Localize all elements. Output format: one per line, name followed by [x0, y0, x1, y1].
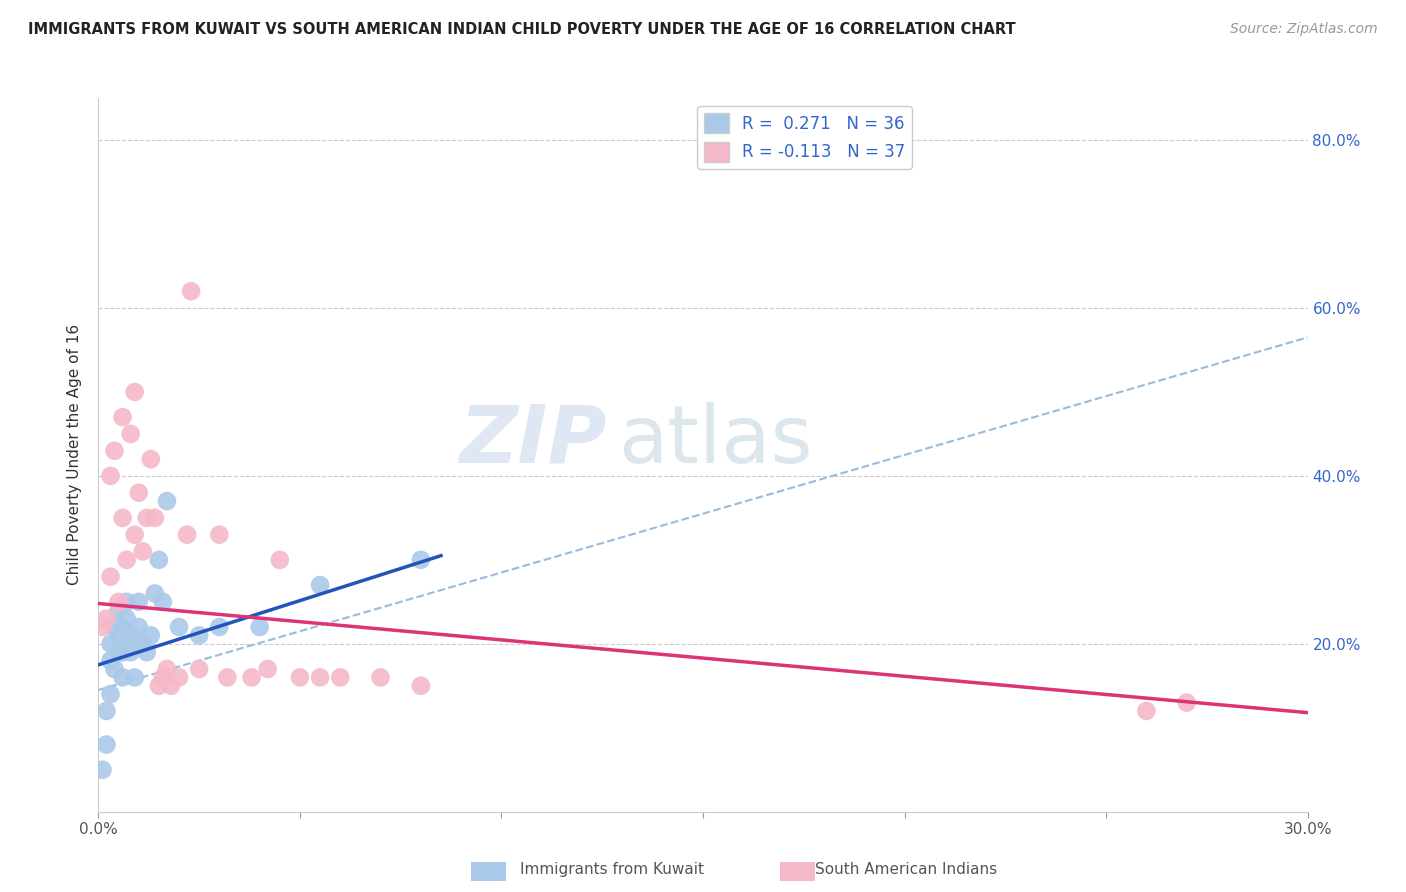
Point — [409, 679, 432, 693]
Point — [269, 553, 291, 567]
Point — [249, 620, 271, 634]
Point — [107, 628, 129, 642]
Point — [156, 662, 179, 676]
Point — [120, 645, 142, 659]
Point — [103, 443, 125, 458]
Point — [96, 738, 118, 752]
Point — [111, 645, 134, 659]
Point — [139, 628, 162, 642]
Point — [91, 620, 114, 634]
Point — [111, 511, 134, 525]
Text: IMMIGRANTS FROM KUWAIT VS SOUTH AMERICAN INDIAN CHILD POVERTY UNDER THE AGE OF 1: IMMIGRANTS FROM KUWAIT VS SOUTH AMERICAN… — [28, 22, 1015, 37]
Point — [107, 603, 129, 617]
Point — [103, 620, 125, 634]
Point — [96, 704, 118, 718]
Point — [135, 511, 157, 525]
Point — [208, 620, 231, 634]
Point — [96, 612, 118, 626]
Point — [309, 670, 332, 684]
Text: ZIP: ZIP — [458, 401, 606, 480]
Point — [120, 628, 142, 642]
Point — [409, 553, 432, 567]
Point — [103, 662, 125, 676]
Point — [100, 687, 122, 701]
Text: Source: ZipAtlas.com: Source: ZipAtlas.com — [1230, 22, 1378, 37]
Point — [139, 452, 162, 467]
Y-axis label: Child Poverty Under the Age of 16: Child Poverty Under the Age of 16 — [67, 325, 83, 585]
Point — [167, 670, 190, 684]
Point — [143, 511, 166, 525]
Point — [143, 586, 166, 600]
Point — [180, 284, 202, 298]
Point — [124, 384, 146, 399]
Point — [91, 763, 114, 777]
Point — [124, 637, 146, 651]
Point — [1135, 704, 1157, 718]
Point — [107, 645, 129, 659]
Point — [115, 612, 138, 626]
Point — [120, 426, 142, 441]
Point — [167, 620, 190, 634]
Point — [256, 662, 278, 676]
Point — [288, 670, 311, 684]
Point — [111, 410, 134, 425]
Point — [1175, 696, 1198, 710]
Point — [156, 494, 179, 508]
Point — [152, 670, 174, 684]
Point — [115, 553, 138, 567]
Point — [100, 637, 122, 651]
Point — [148, 679, 170, 693]
Point — [100, 654, 122, 668]
Point — [329, 670, 352, 684]
Text: Immigrants from Kuwait: Immigrants from Kuwait — [520, 863, 704, 877]
Point — [188, 628, 211, 642]
Point — [208, 527, 231, 541]
Point — [135, 645, 157, 659]
Point — [111, 620, 134, 634]
Point — [176, 527, 198, 541]
Point — [124, 527, 146, 541]
Point — [309, 578, 332, 592]
Legend: R =  0.271   N = 36, R = -0.113   N = 37: R = 0.271 N = 36, R = -0.113 N = 37 — [697, 106, 912, 169]
Point — [115, 595, 138, 609]
Text: atlas: atlas — [619, 401, 813, 480]
Point — [107, 595, 129, 609]
Point — [128, 620, 150, 634]
Text: South American Indians: South American Indians — [815, 863, 998, 877]
Point — [100, 569, 122, 583]
Point — [100, 469, 122, 483]
Point — [132, 637, 155, 651]
Point — [128, 595, 150, 609]
Point — [160, 679, 183, 693]
Point — [217, 670, 239, 684]
Point — [240, 670, 263, 684]
Point — [111, 670, 134, 684]
Point — [124, 670, 146, 684]
Point — [115, 637, 138, 651]
Point — [152, 595, 174, 609]
Point — [188, 662, 211, 676]
Point — [370, 670, 392, 684]
Point — [148, 553, 170, 567]
Point — [128, 485, 150, 500]
Point — [132, 544, 155, 558]
